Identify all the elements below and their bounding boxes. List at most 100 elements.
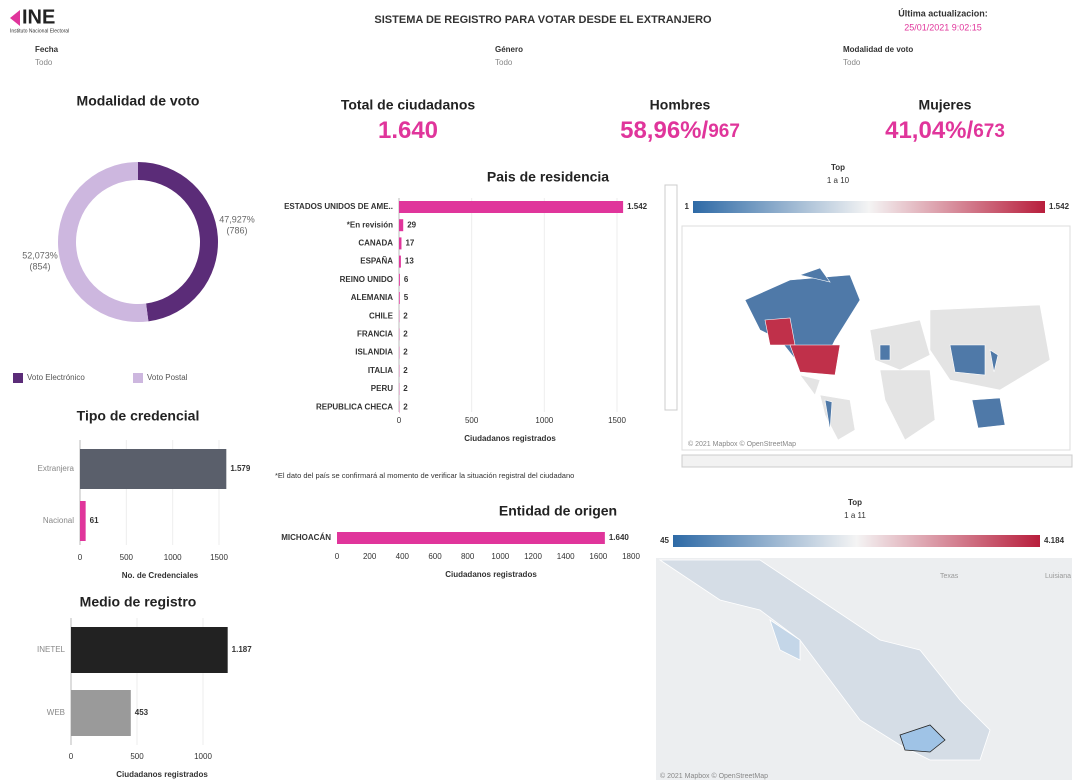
bar — [399, 237, 402, 250]
chart-title: Modalidad de voto — [77, 93, 200, 109]
updated: 25/01/2021 9:02:15 — [904, 22, 982, 32]
x-tick-label: 0 — [335, 552, 340, 561]
legend-subtitle: 1 a 11 — [844, 511, 866, 520]
attribution: © 2021 Mapbox © OpenStreetMap — [660, 772, 768, 780]
category-label: *En revisión — [347, 220, 393, 229]
page-title: SISTEMA DE REGISTRO PARA VOTAR DESDE EL … — [374, 14, 712, 26]
value-label: 2 — [403, 402, 408, 411]
kpi-value: 58,96%/967 — [620, 117, 740, 144]
category-label: Nacional — [43, 516, 74, 525]
category-label: ALEMANIA — [351, 293, 393, 302]
filter-label: Género — [495, 45, 523, 54]
legend-label: Voto Electrónico — [27, 373, 85, 382]
x-axis-label: No. de Credenciales — [122, 571, 199, 580]
category-label: INETEL — [37, 645, 66, 654]
legend-subtitle: 1 a 10 — [827, 176, 850, 185]
logo: INE — [22, 6, 55, 28]
value-label: 1.542 — [627, 202, 648, 211]
footnote: *El dato del país se confirmará al momen… — [275, 471, 574, 480]
legend-swatch — [133, 373, 143, 383]
color-scale — [693, 201, 1045, 213]
value-label: 2 — [403, 311, 408, 320]
value-label: 2 — [403, 330, 408, 339]
value-label: 17 — [405, 239, 414, 248]
category-label: CANADA — [358, 239, 393, 248]
x-tick-label: 500 — [130, 752, 144, 761]
category-label: ITALIA — [368, 366, 393, 375]
x-tick-label: 1000 — [491, 552, 509, 561]
value-label: 453 — [135, 708, 149, 717]
donut-slice — [138, 162, 219, 322]
x-axis-label: Ciudadanos registrados — [445, 570, 537, 579]
kpi-percent: 1.640 — [378, 117, 438, 144]
category-label: REPUBLICA CHECA — [316, 402, 393, 411]
map-scroll — [681, 454, 1073, 468]
kpi-percent: 58,96% — [620, 117, 701, 144]
slice-label: 47,927% — [219, 214, 255, 224]
chart-title: Pais de residencia — [487, 169, 609, 185]
slice-count: (786) — [226, 225, 247, 235]
x-tick-label: 1000 — [194, 752, 212, 761]
kpi-count: 967 — [708, 121, 740, 142]
x-tick-label: 800 — [461, 552, 475, 561]
x-axis-label: Ciudadanos registrados — [116, 770, 208, 779]
bar — [71, 690, 131, 736]
kpi-value: 41,04%/673 — [885, 117, 1005, 144]
scale-max: 1.542 — [1049, 202, 1070, 211]
bar — [399, 273, 400, 286]
value-label: 1.579 — [230, 464, 251, 473]
x-tick-label: 1000 — [164, 553, 182, 562]
value-label: 2 — [403, 366, 408, 375]
x-tick-label: 1600 — [589, 552, 607, 561]
filter-value: Todo — [495, 58, 513, 67]
category-label: REINO UNIDO — [340, 275, 393, 284]
updated-label: Última actualizacion: — [898, 7, 988, 18]
bar — [399, 201, 624, 213]
category-label: PERU — [371, 384, 393, 393]
kpi-label: Hombres — [650, 97, 711, 113]
value-label: 29 — [407, 220, 416, 229]
x-axis-label: Ciudadanos registrados — [464, 434, 556, 443]
x-tick-label: 200 — [363, 552, 377, 561]
category-label: Extranjera — [38, 464, 75, 473]
value-label: 1.187 — [232, 645, 253, 654]
legend-label: Voto Postal — [147, 373, 188, 382]
chart-title: Entidad de origen — [499, 503, 617, 519]
slice-label: 52,073% — [22, 250, 58, 260]
kpi-value: 1.640 — [378, 117, 438, 144]
x-tick-label: 500 — [465, 416, 479, 425]
x-tick-label: 1500 — [210, 553, 228, 562]
value-label: 13 — [405, 257, 414, 266]
x-tick-label: 400 — [396, 552, 410, 561]
map-label: Luisiana — [1045, 573, 1071, 580]
kpi-percent: 41,04% — [885, 117, 966, 144]
x-tick-label: 1200 — [524, 552, 542, 561]
x-tick-label: 1800 — [622, 552, 640, 561]
color-scale — [673, 535, 1040, 547]
x-tick-label: 0 — [78, 553, 83, 562]
attribution: © 2021 Mapbox © OpenStreetMap — [688, 440, 796, 448]
value-label: 6 — [404, 275, 409, 284]
category-label: ISLANDIA — [355, 348, 393, 357]
kpi-label: Mujeres — [919, 97, 972, 113]
slice-count: (854) — [29, 261, 50, 271]
mexico-land — [658, 559, 991, 761]
category-label: ESTADOS UNIDOS DE AME.. — [284, 202, 393, 211]
filter-value: Todo — [843, 58, 861, 67]
bar — [71, 627, 228, 673]
scrollbar — [664, 184, 678, 411]
category-label: MICHOACÁN — [281, 533, 331, 542]
value-label: 2 — [403, 384, 408, 393]
value-label: 1.640 — [609, 533, 630, 542]
filter-value: Todo — [35, 58, 53, 67]
bar — [337, 532, 605, 544]
category-label: CHILE — [369, 311, 394, 320]
x-tick-label: 1500 — [608, 416, 626, 425]
chart-title: Tipo de credencial — [77, 408, 200, 424]
donut-slice — [58, 162, 149, 322]
value-label: 61 — [90, 516, 99, 525]
x-tick-label: 0 — [397, 416, 402, 425]
x-tick-label: 0 — [69, 752, 74, 761]
value-label: 2 — [403, 348, 408, 357]
